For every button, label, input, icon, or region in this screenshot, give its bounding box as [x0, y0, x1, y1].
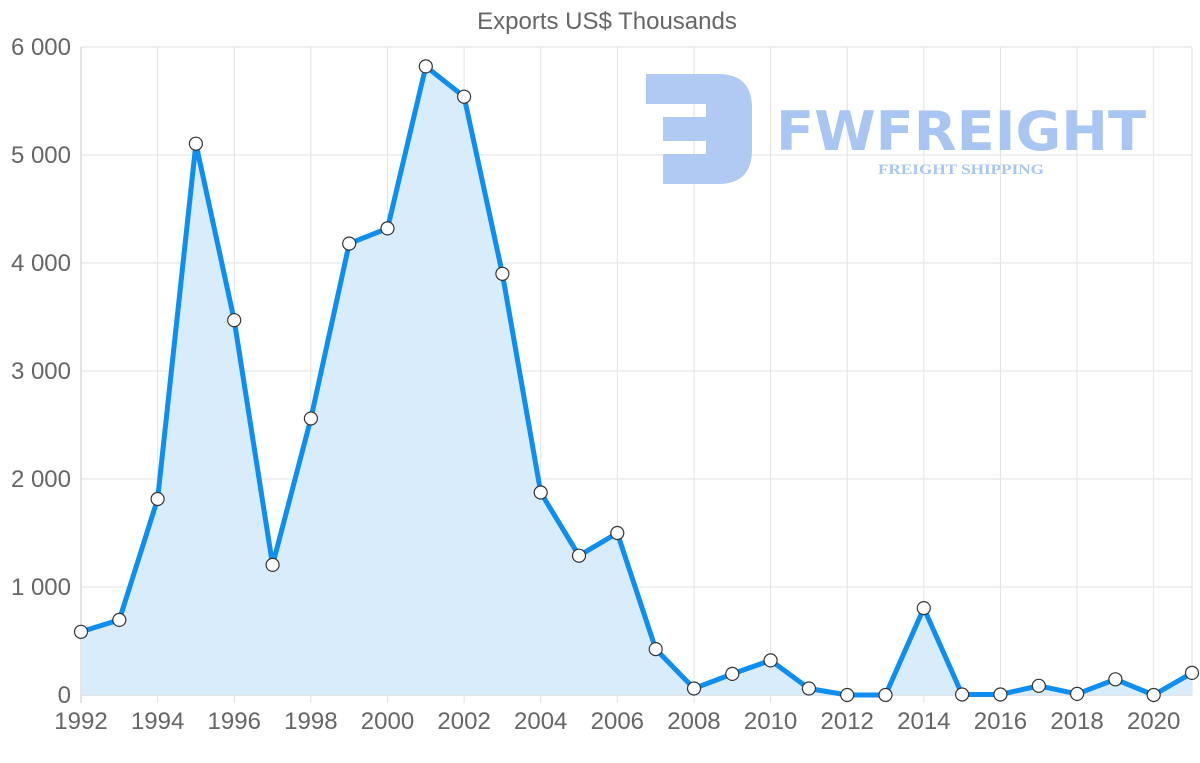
data-point-1995[interactable] — [188, 136, 203, 151]
x-tick-label: 2020 — [1127, 708, 1180, 735]
x-tick-label: 2008 — [667, 708, 720, 735]
data-point-2018[interactable] — [1069, 686, 1085, 702]
x-tick-label: 2004 — [514, 708, 567, 735]
x-tick-label: 1996 — [208, 708, 261, 735]
data-point-2006[interactable] — [610, 525, 625, 541]
y-tick-label: 1 000 — [11, 574, 71, 601]
data-point-2020[interactable] — [1146, 687, 1161, 703]
chart-title: Exports US$ Thousands — [477, 8, 737, 35]
x-tick-label: 1994 — [131, 708, 184, 735]
data-point-2000[interactable] — [380, 221, 395, 236]
data-point-2003[interactable] — [495, 266, 510, 281]
x-tick-label: 1992 — [54, 708, 107, 735]
x-tick-label: 2010 — [744, 708, 797, 735]
data-point-2021[interactable] — [1184, 665, 1200, 681]
data-point-2007[interactable] — [648, 641, 663, 657]
data-point-1999[interactable] — [342, 236, 357, 251]
data-point-2017[interactable] — [1031, 678, 1046, 693]
area-fill — [81, 66, 1192, 695]
fwfreight-watermark: FWFREIGHT FREIGHT SHIPPING — [646, 74, 1146, 184]
data-point-2004[interactable] — [533, 485, 548, 500]
data-point-2019[interactable] — [1108, 672, 1123, 687]
y-tick-label: 4 000 — [11, 250, 71, 277]
fwfreight-logo-icon — [646, 74, 752, 184]
y-tick-label: 6 000 — [11, 34, 71, 61]
x-axis: 1992 1994 1996 1998 2000 2002 2004 2006 2008 2010… — [54, 708, 1180, 735]
watermark-tagline: FREIGHT SHIPPING — [878, 162, 1044, 178]
y-tick-label: 3 000 — [11, 358, 71, 385]
data-point-1998[interactable] — [303, 411, 318, 426]
x-tick-label: 2006 — [591, 708, 644, 735]
data-point-1996[interactable] — [227, 313, 242, 328]
x-tick-label: 2014 — [897, 708, 950, 735]
data-point-2002[interactable] — [457, 89, 472, 104]
data-point-2012[interactable] — [840, 687, 855, 703]
data-point-2001[interactable] — [418, 59, 433, 74]
x-tick-label: 2000 — [361, 708, 414, 735]
data-point-2010[interactable] — [763, 653, 778, 668]
data-point-2014[interactable] — [916, 600, 931, 616]
y-tick-label: 2 000 — [11, 466, 71, 493]
data-point-2013[interactable] — [878, 687, 893, 703]
y-tick-label: 5 000 — [11, 142, 71, 169]
data-point-2016[interactable] — [993, 687, 1008, 702]
data-point-2008[interactable] — [686, 681, 702, 696]
data-point-2015[interactable] — [954, 687, 970, 702]
x-tick-label: 1998 — [284, 708, 337, 735]
data-points — [73, 59, 1200, 703]
data-point-1997[interactable] — [265, 557, 280, 573]
y-axis: 0 1 000 2 000 3 000 4 000 5 000 6 000 — [11, 34, 71, 709]
x-tick-label: 2002 — [437, 708, 490, 735]
data-point-1993[interactable] — [112, 612, 127, 628]
x-tick-label: 2018 — [1050, 708, 1103, 735]
data-point-2011[interactable] — [801, 681, 817, 696]
x-tick-label: 2012 — [821, 708, 874, 735]
data-point-1992[interactable] — [73, 624, 89, 639]
x-tick-label: 2016 — [974, 708, 1027, 735]
watermark-brand: FWFREIGHT — [776, 100, 1146, 163]
data-point-2009[interactable] — [725, 666, 740, 682]
data-point-2005[interactable] — [571, 548, 587, 563]
data-point-1994[interactable] — [150, 491, 165, 507]
y-tick-label: 0 — [58, 682, 71, 709]
